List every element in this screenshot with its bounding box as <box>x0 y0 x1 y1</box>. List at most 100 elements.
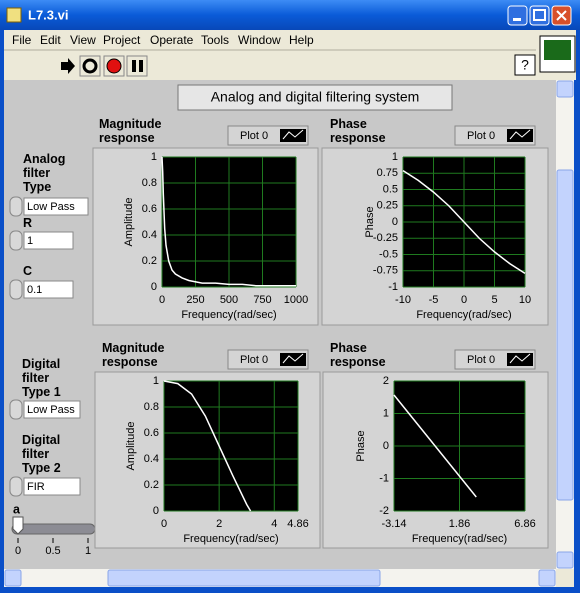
panel-title-box <box>177 84 453 111</box>
menu-item[interactable]: Window <box>238 33 281 47</box>
slider-tick-label: 0.5 <box>45 545 60 557</box>
scroll-thumb-h[interactable] <box>107 569 381 587</box>
run-continuous-icon <box>82 58 98 74</box>
control-value: 0.1 <box>27 284 42 296</box>
ring-control[interactable]: Low Pass <box>9 196 89 217</box>
menu-item[interactable]: View <box>70 33 96 47</box>
control-label: C <box>23 264 33 278</box>
scroll-right[interactable] <box>538 569 556 587</box>
control-label: Analog filter Type <box>23 152 66 194</box>
numeric-control[interactable]: 1 <box>9 230 74 251</box>
y-tick-label: 1 <box>392 151 398 163</box>
x-tick-label: 0 <box>461 294 467 306</box>
menu-item[interactable]: Edit <box>40 33 61 47</box>
y-tick-label: 0 <box>151 281 157 293</box>
slider-scale: 0 0.5 1 <box>15 538 91 557</box>
maximize-button[interactable] <box>529 5 550 26</box>
x-tick-label: -10 <box>395 294 411 306</box>
y-tick-label: 0 <box>383 440 389 452</box>
menu-item[interactable]: Project <box>103 33 141 47</box>
y-tick-label: 0.75 <box>377 167 398 179</box>
scroll-corner <box>556 569 574 587</box>
menu-bar: File Edit View Project Operate Tools Window Hel… <box>12 33 314 47</box>
y-axis-label: Phase <box>364 206 376 237</box>
menu-item[interactable]: Help <box>289 33 314 47</box>
plot-line <box>163 380 252 512</box>
y-tick-label: -2 <box>379 505 389 517</box>
y-tick-label: -0.25 <box>373 232 398 244</box>
control-value: Low Pass <box>27 201 75 213</box>
x-tick-label: 500 <box>220 294 238 306</box>
minimize-button[interactable] <box>507 5 528 26</box>
menu-item[interactable]: Operate <box>150 33 194 47</box>
app-icon <box>6 7 22 23</box>
x-tick-label: 0 <box>161 518 167 530</box>
y-tick-label: 0.4 <box>142 229 157 241</box>
legend-line <box>509 129 531 140</box>
ring-control[interactable]: Low Pass <box>9 399 81 420</box>
x-tick-label: 750 <box>253 294 271 306</box>
y-tick-label: -0.5 <box>379 248 398 260</box>
plot-line <box>393 394 477 498</box>
y-tick-label: 0.4 <box>144 453 159 465</box>
abort-icon <box>106 58 122 74</box>
plot-line <box>161 156 296 287</box>
x-tick-label: -5 <box>429 294 439 306</box>
legend-line <box>282 129 304 140</box>
help-button[interactable] <box>514 54 536 76</box>
scroll-thumb[interactable] <box>556 169 574 501</box>
y-tick-label: 1 <box>151 151 157 163</box>
control-label: R <box>23 216 33 230</box>
y-tick-label: -0.75 <box>373 265 398 277</box>
legend-label: Plot 0 <box>240 354 268 366</box>
minimize-icon <box>513 18 521 21</box>
control-value: Low Pass <box>27 404 75 416</box>
x-tick-label: 4 <box>271 518 277 530</box>
x-axis-label: Frequency(rad/sec) <box>181 309 276 321</box>
y-tick-label: 1 <box>383 407 389 419</box>
run-icon <box>61 58 75 74</box>
y-tick-label: 0 <box>392 216 398 228</box>
x-tick-label: 1000 <box>284 294 308 306</box>
y-tick-label: 0.6 <box>142 203 157 215</box>
pause-icon <box>132 60 143 72</box>
control-value: 1 <box>27 235 33 247</box>
scroll-left[interactable] <box>4 569 22 587</box>
control-label: Digital filter Type 2 <box>22 433 61 475</box>
x-axis-label: Frequency(rad/sec) <box>183 533 278 545</box>
legend-label: Plot 0 <box>240 130 268 142</box>
chart-title: Phase response <box>330 117 386 145</box>
slider-tick-label: 1 <box>85 545 91 557</box>
menu-item[interactable]: File <box>12 33 32 47</box>
legend-label: Plot 0 <box>467 354 495 366</box>
control-label: Digital filter Type 1 <box>22 357 61 399</box>
y-axis-label: Amplitude <box>125 422 137 471</box>
ring-control[interactable]: FIR <box>9 476 81 497</box>
menu-item[interactable]: Tools <box>201 33 229 47</box>
help-icon: ? <box>521 57 529 73</box>
y-tick-label: -1 <box>388 281 398 293</box>
x-axis-label: Frequency(rad/sec) <box>412 533 507 545</box>
chart-title: Phase response <box>330 341 386 369</box>
scroll-down[interactable] <box>556 551 574 569</box>
x-tick-label: 250 <box>186 294 204 306</box>
scroll-up[interactable] <box>556 80 574 98</box>
y-tick-label: 0.25 <box>377 200 398 212</box>
panel-title: Analog and digital filtering system <box>211 89 420 105</box>
y-tick-label: -1 <box>379 472 389 484</box>
x-tick-label: 10 <box>519 294 531 306</box>
x-tick-label: 5 <box>491 294 497 306</box>
slider-thumb[interactable] <box>12 516 24 535</box>
legend-line <box>282 353 304 364</box>
slider-track[interactable] <box>11 523 96 535</box>
numeric-control[interactable]: 0.1 <box>9 279 74 300</box>
chart-title: Magnitude response <box>99 117 162 145</box>
plot-area <box>164 381 298 511</box>
legend-label: Plot 0 <box>467 130 495 142</box>
plot-line <box>402 170 526 274</box>
y-axis-label: Amplitude <box>123 198 135 247</box>
x-tick-label: 6.86 <box>514 518 535 530</box>
pause-button[interactable] <box>126 55 148 77</box>
